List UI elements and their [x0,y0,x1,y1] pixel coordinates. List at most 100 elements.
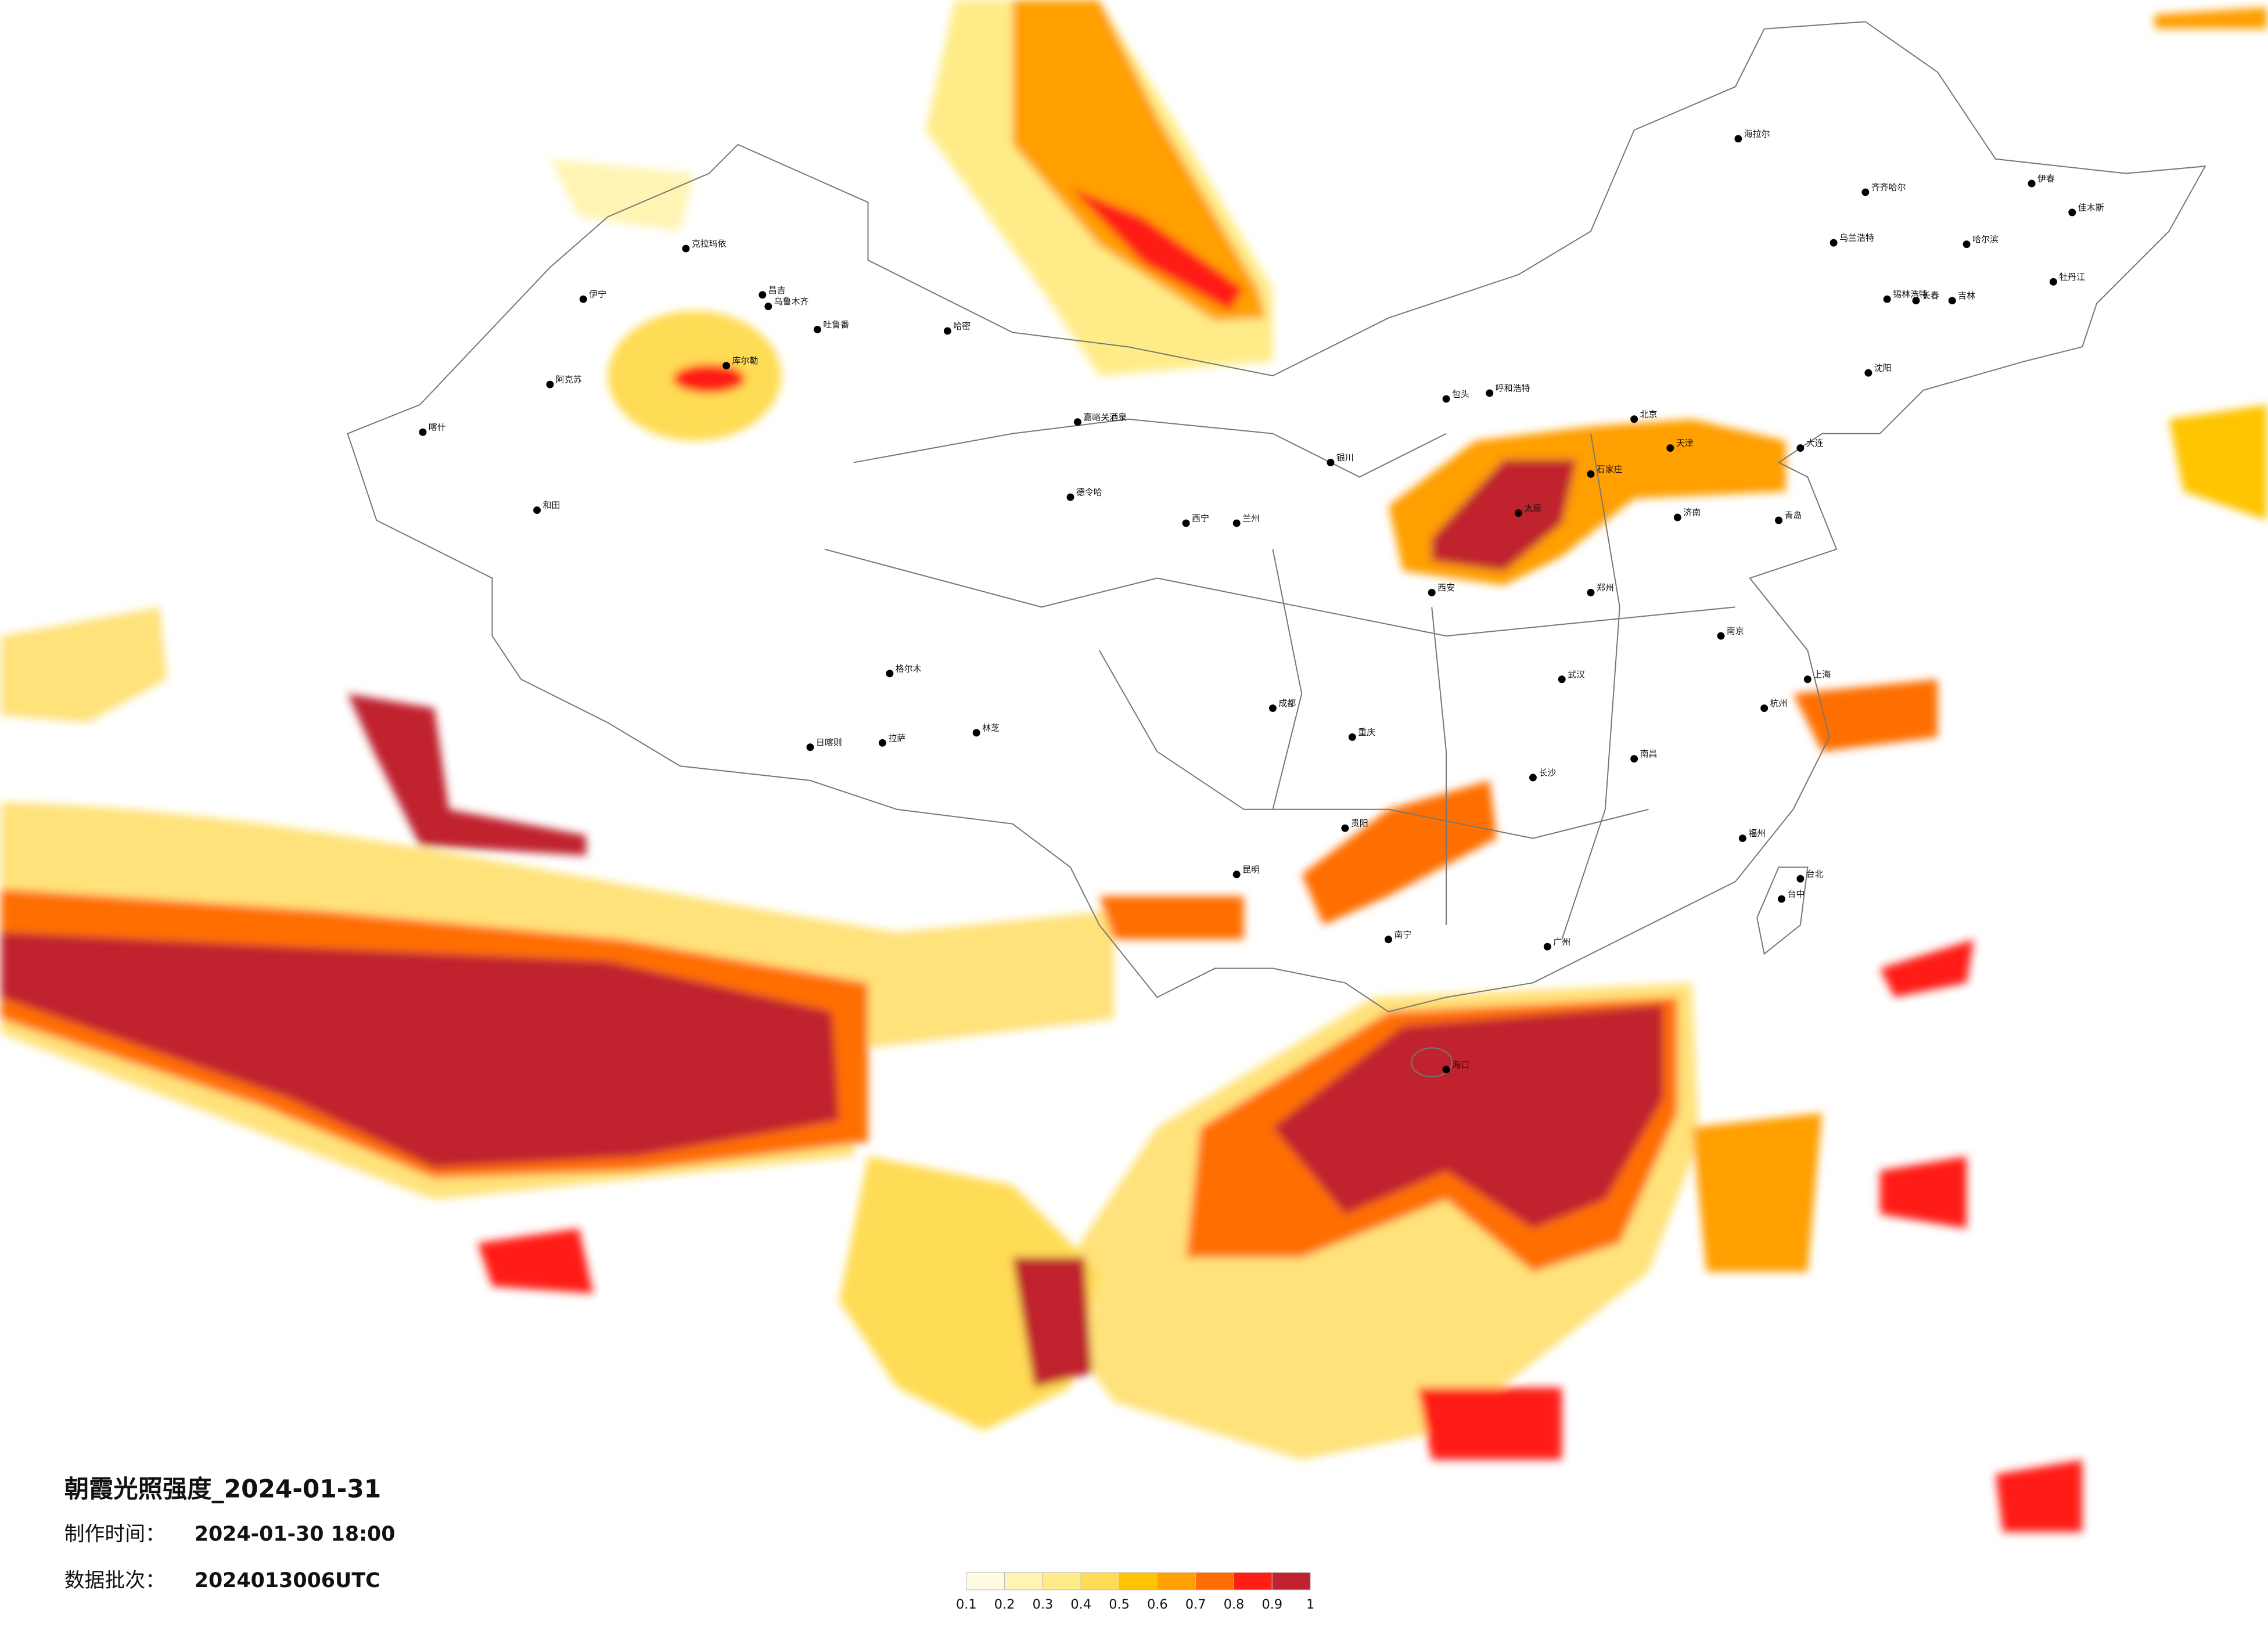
city-label: 乌兰浩特 [1839,233,1874,243]
city-label: 天津 [1676,438,1694,448]
city-dot [1268,704,1277,713]
city-label: 南京 [1727,626,1744,636]
city-label: 德令哈 [1076,487,1102,498]
heat-area [1070,188,1244,311]
heat-area [1,607,167,723]
city-label: 拉萨 [888,733,905,743]
city-dot [878,739,886,747]
city-label: 广州 [1553,937,1570,947]
city-dot [1778,895,1785,903]
city-dot [1948,297,1956,305]
heat-area [2169,404,2267,520]
city-label: 海口 [1452,1059,1469,1070]
heat-area [1432,459,1577,571]
city-label: 喀什 [429,422,446,433]
taiwan-border [1756,866,1809,955]
heat-area [1012,1257,1092,1388]
city-dot [1543,942,1551,951]
heat-area [1273,1004,1663,1229]
city-label: 库尔勒 [732,355,759,366]
city-label: 阿克苏 [556,375,582,385]
city-dot [764,303,772,311]
city-dot [419,428,427,436]
legend-swatch [1042,1572,1081,1591]
city-label: 郑州 [1597,582,1614,593]
legend-swatch [1157,1572,1196,1591]
hainan-border [1411,1047,1453,1078]
city-label: 吐鲁番 [823,319,849,330]
city-dot [1760,704,1769,713]
city-dot [1830,239,1838,247]
city-label: 牡丹江 [2059,272,2085,282]
city-dot [1796,444,1805,452]
city-dot [1442,1066,1450,1074]
city-dot [972,729,980,737]
city-label: 沈阳 [1874,363,1892,373]
heat-area [2154,7,2267,29]
city-dot [1912,297,1920,305]
heat-area [1692,1113,1823,1272]
city-dot [1630,755,1638,763]
city-dot [1587,588,1595,596]
heat-area [1793,679,1938,752]
made-time-value: 2024-01-30 18:00 [195,1523,396,1546]
city-label: 昆明 [1242,864,1260,875]
city-dot [1587,470,1595,478]
city-label: 西安 [1437,582,1455,593]
legend-tick-label: 0.2 [994,1597,1015,1612]
heat-area [1879,939,1974,998]
city-label: 长春 [1922,290,1939,301]
heat-area [1879,1156,1967,1229]
city-dot [1803,675,1811,684]
city-label: 海拉尔 [1744,128,1770,139]
city-label: 成都 [1278,698,1296,708]
city-label: 银川 [1336,452,1354,463]
city-dot [1515,509,1523,517]
city-label: 包头 [1452,388,1469,399]
city-dot [1775,516,1783,524]
city-label: 大连 [1806,438,1824,448]
legend-swatch [1234,1572,1273,1591]
city-label: 格尔木 [896,663,922,674]
city-label: 林芝 [982,722,1000,733]
city-label: 石家庄 [1597,464,1623,474]
city-dot [723,362,731,370]
heat-area [1417,1387,1562,1460]
city-label: 佳木斯 [2078,202,2104,213]
city-label: 太原 [1525,503,1542,513]
city-dot [1864,369,1872,377]
city-label: 台北 [1806,869,1824,879]
city-label: 青岛 [1785,510,1802,521]
city-dot [813,325,821,333]
city-label: 伊宁 [589,289,606,300]
heat-area [477,1228,594,1294]
legend-swatch [1195,1572,1235,1591]
city-dot [1232,870,1241,879]
heat-layer [1,0,2267,1533]
city-dot [1066,493,1074,501]
city-label: 兰州 [1242,513,1260,524]
city-dot [1673,513,1681,521]
city-dot [533,506,541,515]
city-dot [2028,179,2036,188]
city-dot [1734,135,1742,143]
city-label: 武汉 [1568,669,1585,679]
heat-area [673,364,745,393]
city-label: 台中 [1787,889,1805,900]
city-label: 南昌 [1640,749,1658,759]
city-label: 上海 [1813,669,1831,679]
legend-tick-label: 1 [1306,1597,1314,1612]
city-dot [1796,875,1805,883]
city-label: 日喀则 [816,737,842,747]
city-dot [1182,519,1190,527]
heat-area [347,693,587,856]
city-label: 杭州 [1770,698,1788,708]
city-dot [1861,188,1870,196]
legend-swatch [1119,1572,1158,1591]
city-label: 长沙 [1539,768,1556,778]
city-label: 克拉玛依 [692,239,727,249]
city-label: 贵阳 [1351,818,1368,829]
city-dot [1486,389,1494,397]
